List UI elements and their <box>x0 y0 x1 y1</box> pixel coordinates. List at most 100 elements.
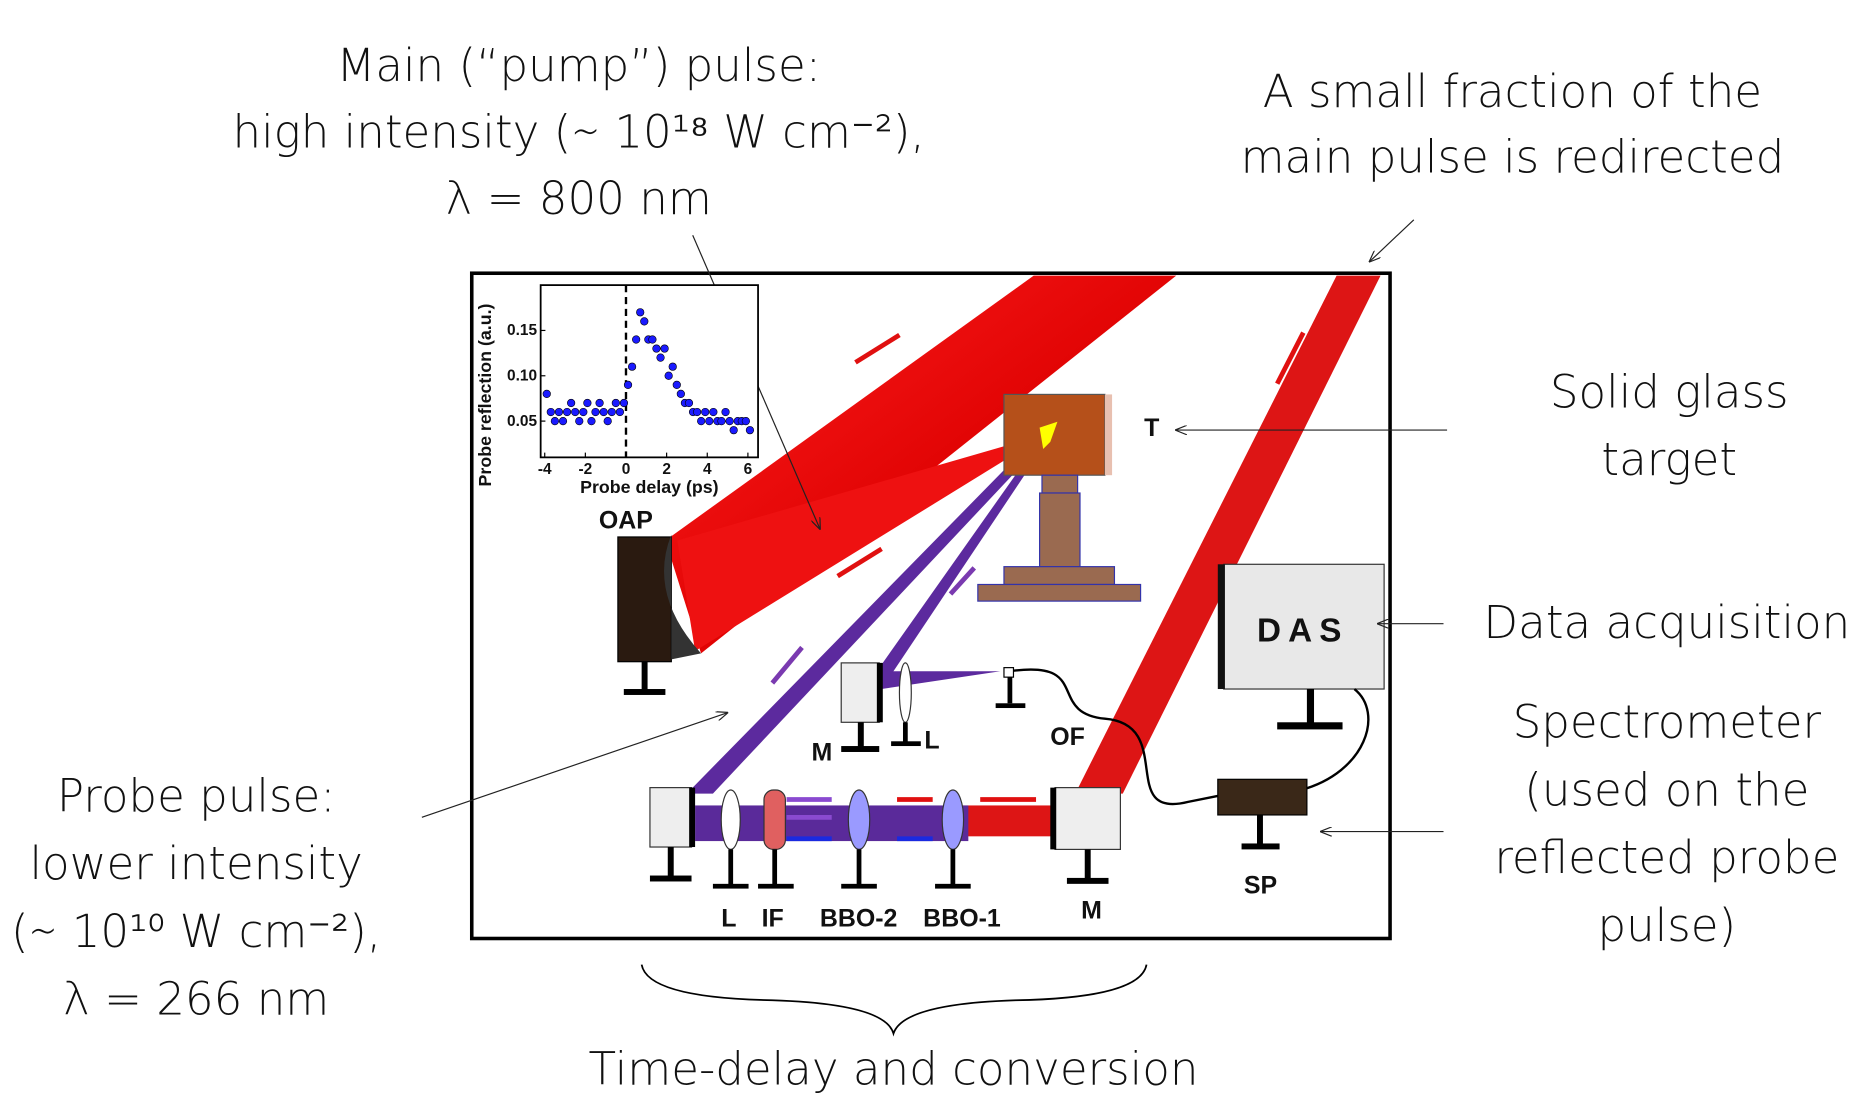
y-tick-label: 0.10 <box>507 368 537 385</box>
point <box>554 407 564 417</box>
sp-box <box>1217 778 1308 816</box>
point <box>636 308 645 317</box>
point <box>567 398 576 408</box>
annotation: Spectrometer <box>1513 696 1822 749</box>
red-horizontal <box>962 805 1064 837</box>
annotation: λ = 266 nm <box>63 973 329 1026</box>
point <box>587 417 596 426</box>
x-tick-label: 6 <box>744 461 753 478</box>
point <box>668 362 677 371</box>
x-tick-label: 2 <box>662 461 671 478</box>
annotation: (∼ 10¹⁰ W cm⁻²), <box>11 905 381 958</box>
x-tick-label: 0 <box>622 461 631 478</box>
optical-fiber <box>1009 668 1219 806</box>
point <box>705 417 714 426</box>
label: OAP <box>599 507 653 535</box>
point <box>676 389 685 399</box>
oap-mirror <box>617 536 672 663</box>
point <box>717 417 726 426</box>
label: M <box>812 738 833 766</box>
das-box <box>1223 563 1385 690</box>
annotation: Probe pulse: <box>57 769 336 822</box>
annotation: high intensity (∼ 10¹⁸ W cm⁻²), <box>233 105 925 158</box>
point <box>615 407 624 417</box>
point <box>640 317 649 326</box>
point <box>709 407 718 417</box>
point <box>725 417 734 426</box>
point <box>542 389 551 399</box>
point <box>656 353 665 362</box>
point <box>611 398 620 408</box>
point <box>632 335 641 344</box>
point <box>701 407 710 417</box>
point <box>741 417 750 426</box>
label: BBO-2 <box>820 905 898 933</box>
point <box>684 398 694 408</box>
fraction-beam <box>1075 275 1381 794</box>
point <box>693 407 702 417</box>
annotation: (used on the <box>1524 763 1809 816</box>
inset-axes <box>539 284 759 459</box>
target <box>1003 393 1106 476</box>
point <box>571 407 580 417</box>
point <box>648 335 657 344</box>
reflected-beam <box>876 432 1052 675</box>
label: OF <box>1050 723 1085 751</box>
x-tick-label: -2 <box>578 461 592 478</box>
point <box>652 344 661 353</box>
annotation: Time-delay and conversion <box>589 1043 1199 1096</box>
x-tick-label: 4 <box>703 461 712 478</box>
label: T <box>1144 414 1159 442</box>
y-axis-label: Probe reflection (a.u.) <box>475 303 495 486</box>
point <box>607 407 616 417</box>
annotation: main pulse is redirected <box>1241 130 1785 183</box>
annotation: Solid glass <box>1550 365 1789 418</box>
annotation: Data acquisition <box>1483 596 1850 649</box>
annotation: lower intensity <box>29 837 362 890</box>
point <box>660 344 669 353</box>
point <box>672 380 681 389</box>
y-tick-label: 0.15 <box>507 322 537 339</box>
label: L <box>721 905 736 933</box>
point <box>623 380 633 389</box>
oap-face <box>664 534 702 660</box>
point <box>627 362 637 371</box>
point <box>558 417 568 426</box>
point <box>546 407 555 417</box>
annotation: target <box>1601 433 1737 486</box>
optics <box>649 662 1121 889</box>
beam-arrows <box>770 331 1306 842</box>
point <box>599 407 608 417</box>
annotation: λ = 800 nm <box>446 172 712 225</box>
y-tick-label: 0.05 <box>507 413 537 430</box>
point <box>619 398 629 408</box>
label: BBO-1 <box>923 905 1001 933</box>
point <box>603 417 612 426</box>
point <box>697 417 706 426</box>
label: IF <box>762 905 784 933</box>
x-tick-label: -4 <box>538 461 552 478</box>
label: M <box>1081 896 1102 924</box>
point <box>721 407 730 417</box>
point <box>575 417 584 426</box>
point <box>562 407 572 417</box>
point <box>595 398 604 408</box>
annotation: pulse) <box>1598 899 1737 952</box>
label: SP <box>1244 871 1277 899</box>
point <box>729 426 738 435</box>
label: L <box>924 726 939 754</box>
point <box>550 417 559 426</box>
annotation: reflected probe <box>1494 831 1839 884</box>
point <box>579 407 588 417</box>
target-edge <box>1104 394 1113 476</box>
point <box>745 426 755 435</box>
probe-beam <box>686 430 1052 794</box>
label: DAS <box>1257 613 1349 650</box>
point <box>591 407 600 417</box>
focus-cone <box>677 433 1048 652</box>
annotation: Main (“pump”) pulse: <box>336 39 820 92</box>
annotation: A small fraction of the <box>1263 65 1762 118</box>
point <box>583 398 592 408</box>
brace <box>640 964 1148 1037</box>
